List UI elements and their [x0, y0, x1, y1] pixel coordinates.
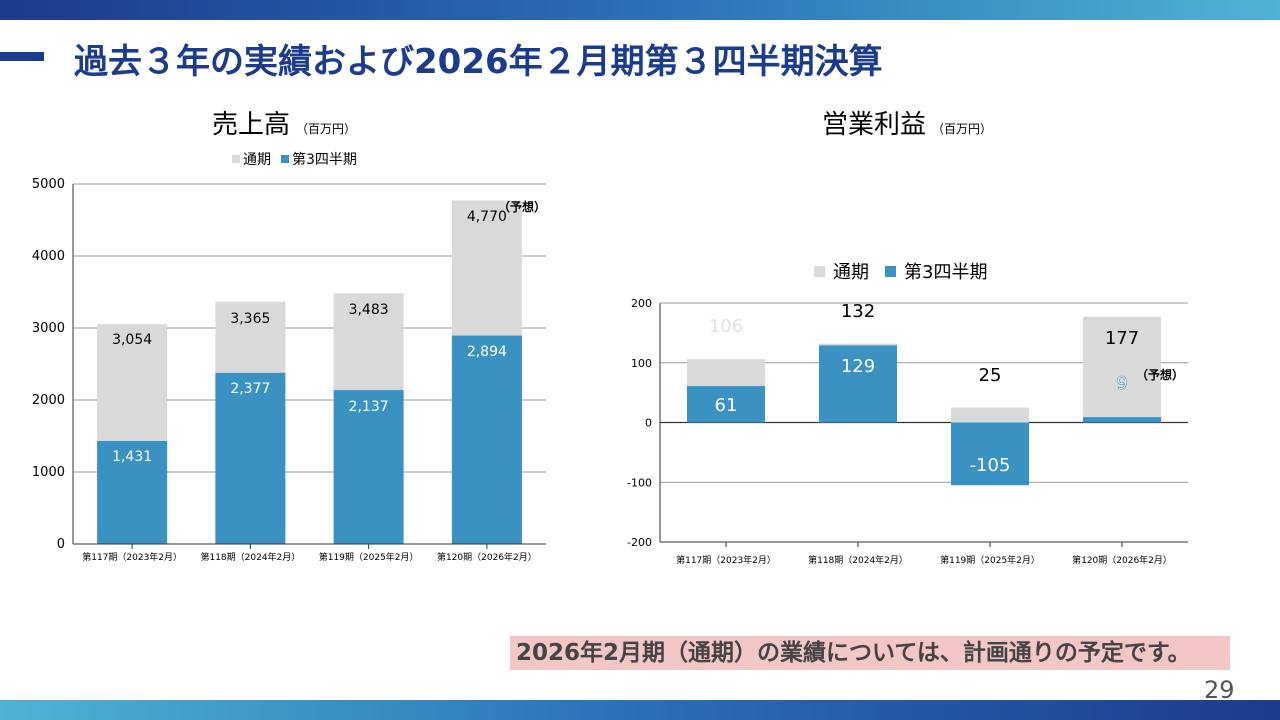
- data-label-q3: 9: [1116, 373, 1127, 394]
- x-tick-label: 第118期（2024年2月）: [200, 551, 300, 563]
- y-tick-label: -200: [627, 536, 652, 549]
- top-gradient-bar: [0, 0, 1280, 20]
- y-tick-label: 200: [631, 297, 652, 310]
- y-tick-label: 0: [645, 417, 652, 430]
- data-label-full-year: 4,770: [467, 209, 507, 225]
- forecast-annotation: （予想）: [498, 199, 546, 214]
- legend-swatch-full-year: [232, 155, 240, 163]
- sales-unit-text: （百万円）: [296, 122, 357, 136]
- y-tick-label: 3000: [32, 321, 65, 336]
- data-label-full-year: 132: [841, 301, 875, 322]
- data-label-full-year: 106: [709, 316, 743, 337]
- legend-swatch-full-year: [814, 265, 825, 277]
- y-tick-label: 100: [631, 357, 652, 370]
- legend-swatch-q3: [281, 155, 289, 163]
- data-label-full-year: 3,054: [112, 332, 152, 348]
- legend-label-full-year: 通期: [833, 262, 869, 283]
- legend-label-q3: 第3四半期: [904, 262, 988, 283]
- data-label-q3: -105: [970, 455, 1011, 476]
- data-label-full-year: 3,365: [230, 311, 270, 327]
- bar-q3: [97, 440, 168, 544]
- footnote: 2026年2月期（通期）の業績については、計画通りの予定です。: [510, 636, 1230, 670]
- page-number: 29: [1204, 676, 1235, 704]
- data-label-q3: 2,137: [349, 399, 389, 415]
- bar-full-year: [951, 407, 1029, 423]
- legend-swatch-q3: [885, 265, 896, 277]
- x-tick-label: 第120期（2026年2月）: [437, 551, 537, 563]
- sales-chart-title: 売上高 （百万円）: [212, 104, 356, 141]
- profit-unit-text: （百万円）: [932, 122, 993, 136]
- sales-legend: 通期 第3四半期: [232, 149, 357, 169]
- profit-chart-title: 営業利益 （百万円）: [822, 104, 992, 141]
- x-tick-label: 第118期（2024年2月）: [808, 554, 908, 566]
- y-tick-label: 1000: [32, 465, 65, 480]
- profit-title-text: 営業利益: [822, 110, 927, 140]
- x-tick-label: 第119期（2025年2月）: [319, 551, 419, 563]
- data-label-q3: 2,377: [230, 381, 270, 397]
- bar-q3: [1083, 417, 1161, 423]
- data-label-full-year: 177: [1105, 328, 1139, 349]
- data-label-q3: 129: [841, 356, 875, 377]
- title-marker: [0, 52, 44, 61]
- data-label-full-year: 25: [979, 365, 1002, 386]
- bar-q3: [215, 372, 286, 544]
- bar-q3: [687, 386, 765, 423]
- x-tick-label: 第120期（2026年2月）: [1072, 554, 1172, 566]
- bar-full-year: [1083, 316, 1161, 423]
- bar-q3: [333, 390, 404, 544]
- bar-q3: [951, 422, 1029, 486]
- x-tick-label: 第119期（2025年2月）: [940, 554, 1040, 566]
- x-tick-label: 第117期（2023年2月）: [82, 551, 182, 563]
- legend-label-full-year: 通期: [243, 152, 271, 168]
- y-tick-label: 0: [57, 537, 65, 552]
- data-label-full-year: 3,483: [349, 302, 389, 318]
- data-label-q3: 61: [715, 395, 738, 416]
- data-label-q3: 1,431: [112, 449, 152, 465]
- bottom-gradient-bar: [0, 700, 1280, 720]
- forecast-annotation: （予想）: [1136, 367, 1184, 382]
- y-tick-label: -100: [627, 476, 652, 489]
- y-tick-label: 2000: [32, 393, 65, 408]
- y-tick-label: 4000: [32, 249, 65, 264]
- legend-label-q3: 第3四半期: [292, 152, 357, 168]
- page-title: 過去３年の実績および2026年２月期第３四半期決算: [74, 42, 883, 82]
- bar-q3: [819, 345, 897, 423]
- x-tick-label: 第117期（2023年2月）: [676, 554, 776, 566]
- y-tick-label: 5000: [32, 177, 65, 192]
- bar-q3: [451, 335, 522, 544]
- sales-title-text: 売上高: [212, 110, 291, 140]
- profit-legend: 通期 第3四半期: [814, 258, 987, 284]
- data-label-q3: 2,894: [467, 344, 507, 360]
